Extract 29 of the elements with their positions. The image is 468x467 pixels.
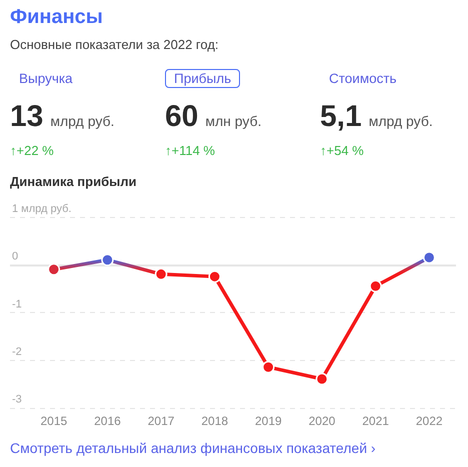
- text: ↑+54 %: [320, 143, 365, 158]
- text: Финансы: [10, 6, 103, 28]
- y-tick-label: -3: [12, 394, 22, 406]
- x-tick-label: 2022: [416, 414, 443, 428]
- x-tick-label: 2018: [201, 414, 228, 428]
- text: 5,1: [320, 100, 362, 133]
- text: ↑+114 %: [165, 143, 216, 158]
- text: млн руб.: [205, 113, 262, 129]
- text: 60: [165, 100, 198, 133]
- x-tick-label: 2021: [362, 414, 390, 428]
- text: 13: [10, 100, 44, 133]
- x-tick-label: 2020: [308, 414, 336, 428]
- text: Прибыль: [174, 71, 232, 86]
- text: млрд руб.: [50, 113, 114, 129]
- text: ↑+22 %: [10, 143, 55, 158]
- text: Смотреть детальный анализ финансовых показателей ›: [10, 440, 376, 456]
- chart-title: Динамика прибыли: [10, 174, 136, 189]
- x-tick-label: 2019: [254, 414, 282, 428]
- y-tick-label: 1 млрд руб.: [12, 203, 72, 216]
- y-tick-label: -2: [12, 346, 22, 358]
- text: Стоимость: [329, 71, 397, 86]
- x-tick-label: 2017: [148, 414, 175, 428]
- text: Основные показатели за 2022 год:: [10, 37, 219, 52]
- x-tick-label: 2015: [40, 414, 68, 428]
- x-tick-label: 2016: [94, 414, 122, 428]
- y-tick-label: -1: [12, 298, 22, 310]
- text: Выручка: [19, 71, 73, 86]
- y-tick-label: 0: [12, 250, 18, 263]
- text: млрд руб.: [368, 113, 433, 129]
